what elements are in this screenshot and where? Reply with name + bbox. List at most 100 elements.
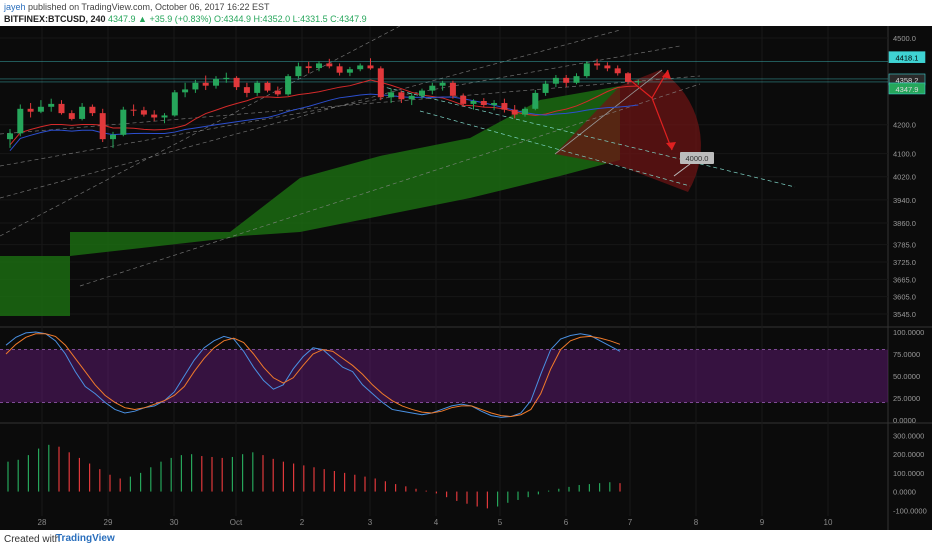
candle xyxy=(604,62,611,72)
time-tick-label: 7 xyxy=(628,518,633,527)
candle xyxy=(470,99,477,110)
time-tick-label: 10 xyxy=(824,518,833,527)
price-tick-label: 3605.0 xyxy=(893,293,916,302)
axes: 28 29 30 Oct 2 3 4 5 6 7 8 9 10 4500.0 4200.0 4100.0 402… xyxy=(38,34,927,527)
price-tick-label: 4020.0 xyxy=(893,173,916,182)
histogram-tick-label: 300.0000 xyxy=(893,431,924,440)
arrow-line xyxy=(629,79,653,99)
stochastic-tick-label: 100.0000 xyxy=(893,328,924,337)
candle-body xyxy=(192,82,199,90)
candle xyxy=(336,63,343,76)
chart-header: jayeh published on TradingView.com, Octo… xyxy=(0,0,932,26)
stochastic-band xyxy=(0,349,888,403)
trend-line xyxy=(379,85,796,188)
stochastic-pane[interactable] xyxy=(0,331,888,418)
candle-body xyxy=(511,109,518,115)
stochastic-tick-label: 50.0000 xyxy=(893,372,920,381)
price-tick-label: 4500.0 xyxy=(893,34,916,43)
price-pane[interactable]: 4000.0 xyxy=(0,26,888,316)
symbol-line: BITFINEX:BTCUSD, 240 4347.9 ▲ +35.9 (+0.… xyxy=(4,14,367,24)
candle xyxy=(202,75,209,91)
price-tick-label: 3545.0 xyxy=(893,310,916,319)
price-tick-label: 3665.0 xyxy=(893,275,916,284)
trend-line xyxy=(419,110,691,187)
tradingview-logo[interactable]: TradingView xyxy=(56,533,115,544)
candle xyxy=(635,79,642,85)
candle-body xyxy=(295,66,302,77)
annotation-label: 4000.0 xyxy=(686,154,709,163)
candle xyxy=(7,129,13,148)
candle xyxy=(233,76,240,91)
candle xyxy=(48,98,55,112)
price-tag-label: 4347.9 xyxy=(896,85,919,94)
candle xyxy=(223,72,230,83)
candle-body xyxy=(480,101,487,106)
publish-info: jayeh published on TradingView.com, Octo… xyxy=(4,2,270,12)
moving-average-line xyxy=(9,93,639,152)
candle-body xyxy=(79,106,86,119)
candle xyxy=(460,93,467,107)
candle-body xyxy=(285,76,292,95)
price-tag-box xyxy=(888,82,926,95)
candle-body xyxy=(99,113,106,140)
candle xyxy=(491,100,498,111)
time-tick-label: 5 xyxy=(498,518,503,527)
projection-edge xyxy=(554,69,663,155)
candle-body xyxy=(120,109,127,135)
candle-body xyxy=(635,81,642,83)
candle xyxy=(161,113,168,124)
candle xyxy=(429,82,436,95)
candle xyxy=(367,58,374,70)
channel-line xyxy=(0,29,621,199)
candle xyxy=(326,58,333,69)
candle-body xyxy=(140,110,147,115)
arrow-head xyxy=(662,70,671,79)
candle xyxy=(89,104,96,117)
candle-body xyxy=(336,66,343,73)
candle-body xyxy=(202,82,209,86)
candle xyxy=(254,80,261,96)
candle xyxy=(79,103,86,121)
price-tick-label: 3860.0 xyxy=(893,219,916,228)
channel-line xyxy=(0,75,701,135)
candle-body xyxy=(130,109,137,111)
candle xyxy=(563,74,570,88)
candle-body xyxy=(563,77,570,83)
stochastic-tick-label: 0.0000 xyxy=(893,416,916,425)
candle-body xyxy=(501,103,508,110)
candle-body xyxy=(439,82,446,86)
author-name[interactable]: jayeh xyxy=(4,2,26,12)
time-tick-label: 30 xyxy=(170,518,179,527)
candle-body xyxy=(367,65,374,69)
candle-body xyxy=(357,65,364,70)
time-tick-label: 3 xyxy=(368,518,373,527)
stochastic-tick-label: 75.0000 xyxy=(893,350,920,359)
price-tick-label: 4200.0 xyxy=(893,121,916,130)
candle xyxy=(573,73,580,85)
time-tick-label: 28 xyxy=(38,518,47,527)
candle xyxy=(511,105,518,119)
stochastic-d-line xyxy=(5,333,621,417)
time-tick-label: 4 xyxy=(434,518,439,527)
price-tick-label: 3940.0 xyxy=(893,196,916,205)
candle xyxy=(27,103,34,118)
candle-body xyxy=(7,133,13,140)
grid-lines xyxy=(0,26,932,530)
candle xyxy=(130,104,137,117)
candle xyxy=(439,80,446,91)
candle-body xyxy=(522,108,528,115)
candle xyxy=(305,61,312,74)
candle-body xyxy=(573,76,580,83)
histogram-pane[interactable] xyxy=(7,444,621,509)
candle-body xyxy=(171,92,178,116)
candle-body xyxy=(377,68,384,98)
candle-body xyxy=(233,77,240,88)
stochastic-tick-label: 25.0000 xyxy=(893,394,920,403)
candle-body xyxy=(583,63,590,77)
chart-canvas[interactable]: 4000.0 28 29 30 Oct 2 3 4 5 6 7 8 9 10 4500.0 4200.0 41… xyxy=(0,26,932,530)
candle-body xyxy=(419,90,425,96)
candle-body xyxy=(213,79,219,86)
candle-body xyxy=(552,77,559,84)
candle-body xyxy=(470,101,477,104)
candle xyxy=(532,90,539,111)
